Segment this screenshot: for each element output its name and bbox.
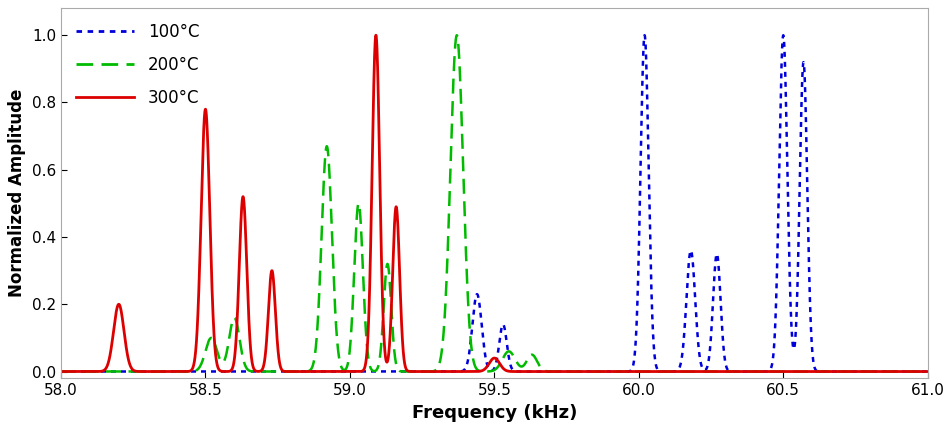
200°C [511,360,523,365]
300°C [511,369,523,374]
200°C [747,369,759,374]
300°C [369,33,381,38]
200°C [921,369,932,374]
Legend: 100°C, 200°C, 300°C: 100°C, 200°C, 300°C [69,17,206,114]
Line: 200°C: 200°C [61,35,926,372]
100°C [55,369,67,374]
200°C [184,369,195,374]
200°C [55,369,67,374]
200°C [582,369,593,374]
300°C [921,369,932,374]
100°C [184,369,195,374]
X-axis label: Frequency (kHz): Frequency (kHz) [411,404,577,422]
300°C [101,365,112,370]
100°C [777,33,788,38]
100°C [921,369,932,374]
200°C [499,353,510,358]
100°C [279,369,290,374]
300°C [55,369,67,374]
200°C [279,369,290,374]
300°C [184,369,195,374]
200°C [101,369,112,374]
300°C [499,367,510,372]
Line: 300°C: 300°C [61,35,926,372]
Y-axis label: Normalized Amplitude: Normalized Amplitude [9,89,27,298]
100°C [511,369,523,374]
100°C [582,369,593,374]
Line: 100°C: 100°C [61,35,926,372]
200°C [450,33,462,38]
300°C [688,369,700,374]
300°C [582,369,593,374]
100°C [499,326,510,332]
100°C [101,369,112,374]
300°C [279,369,290,374]
